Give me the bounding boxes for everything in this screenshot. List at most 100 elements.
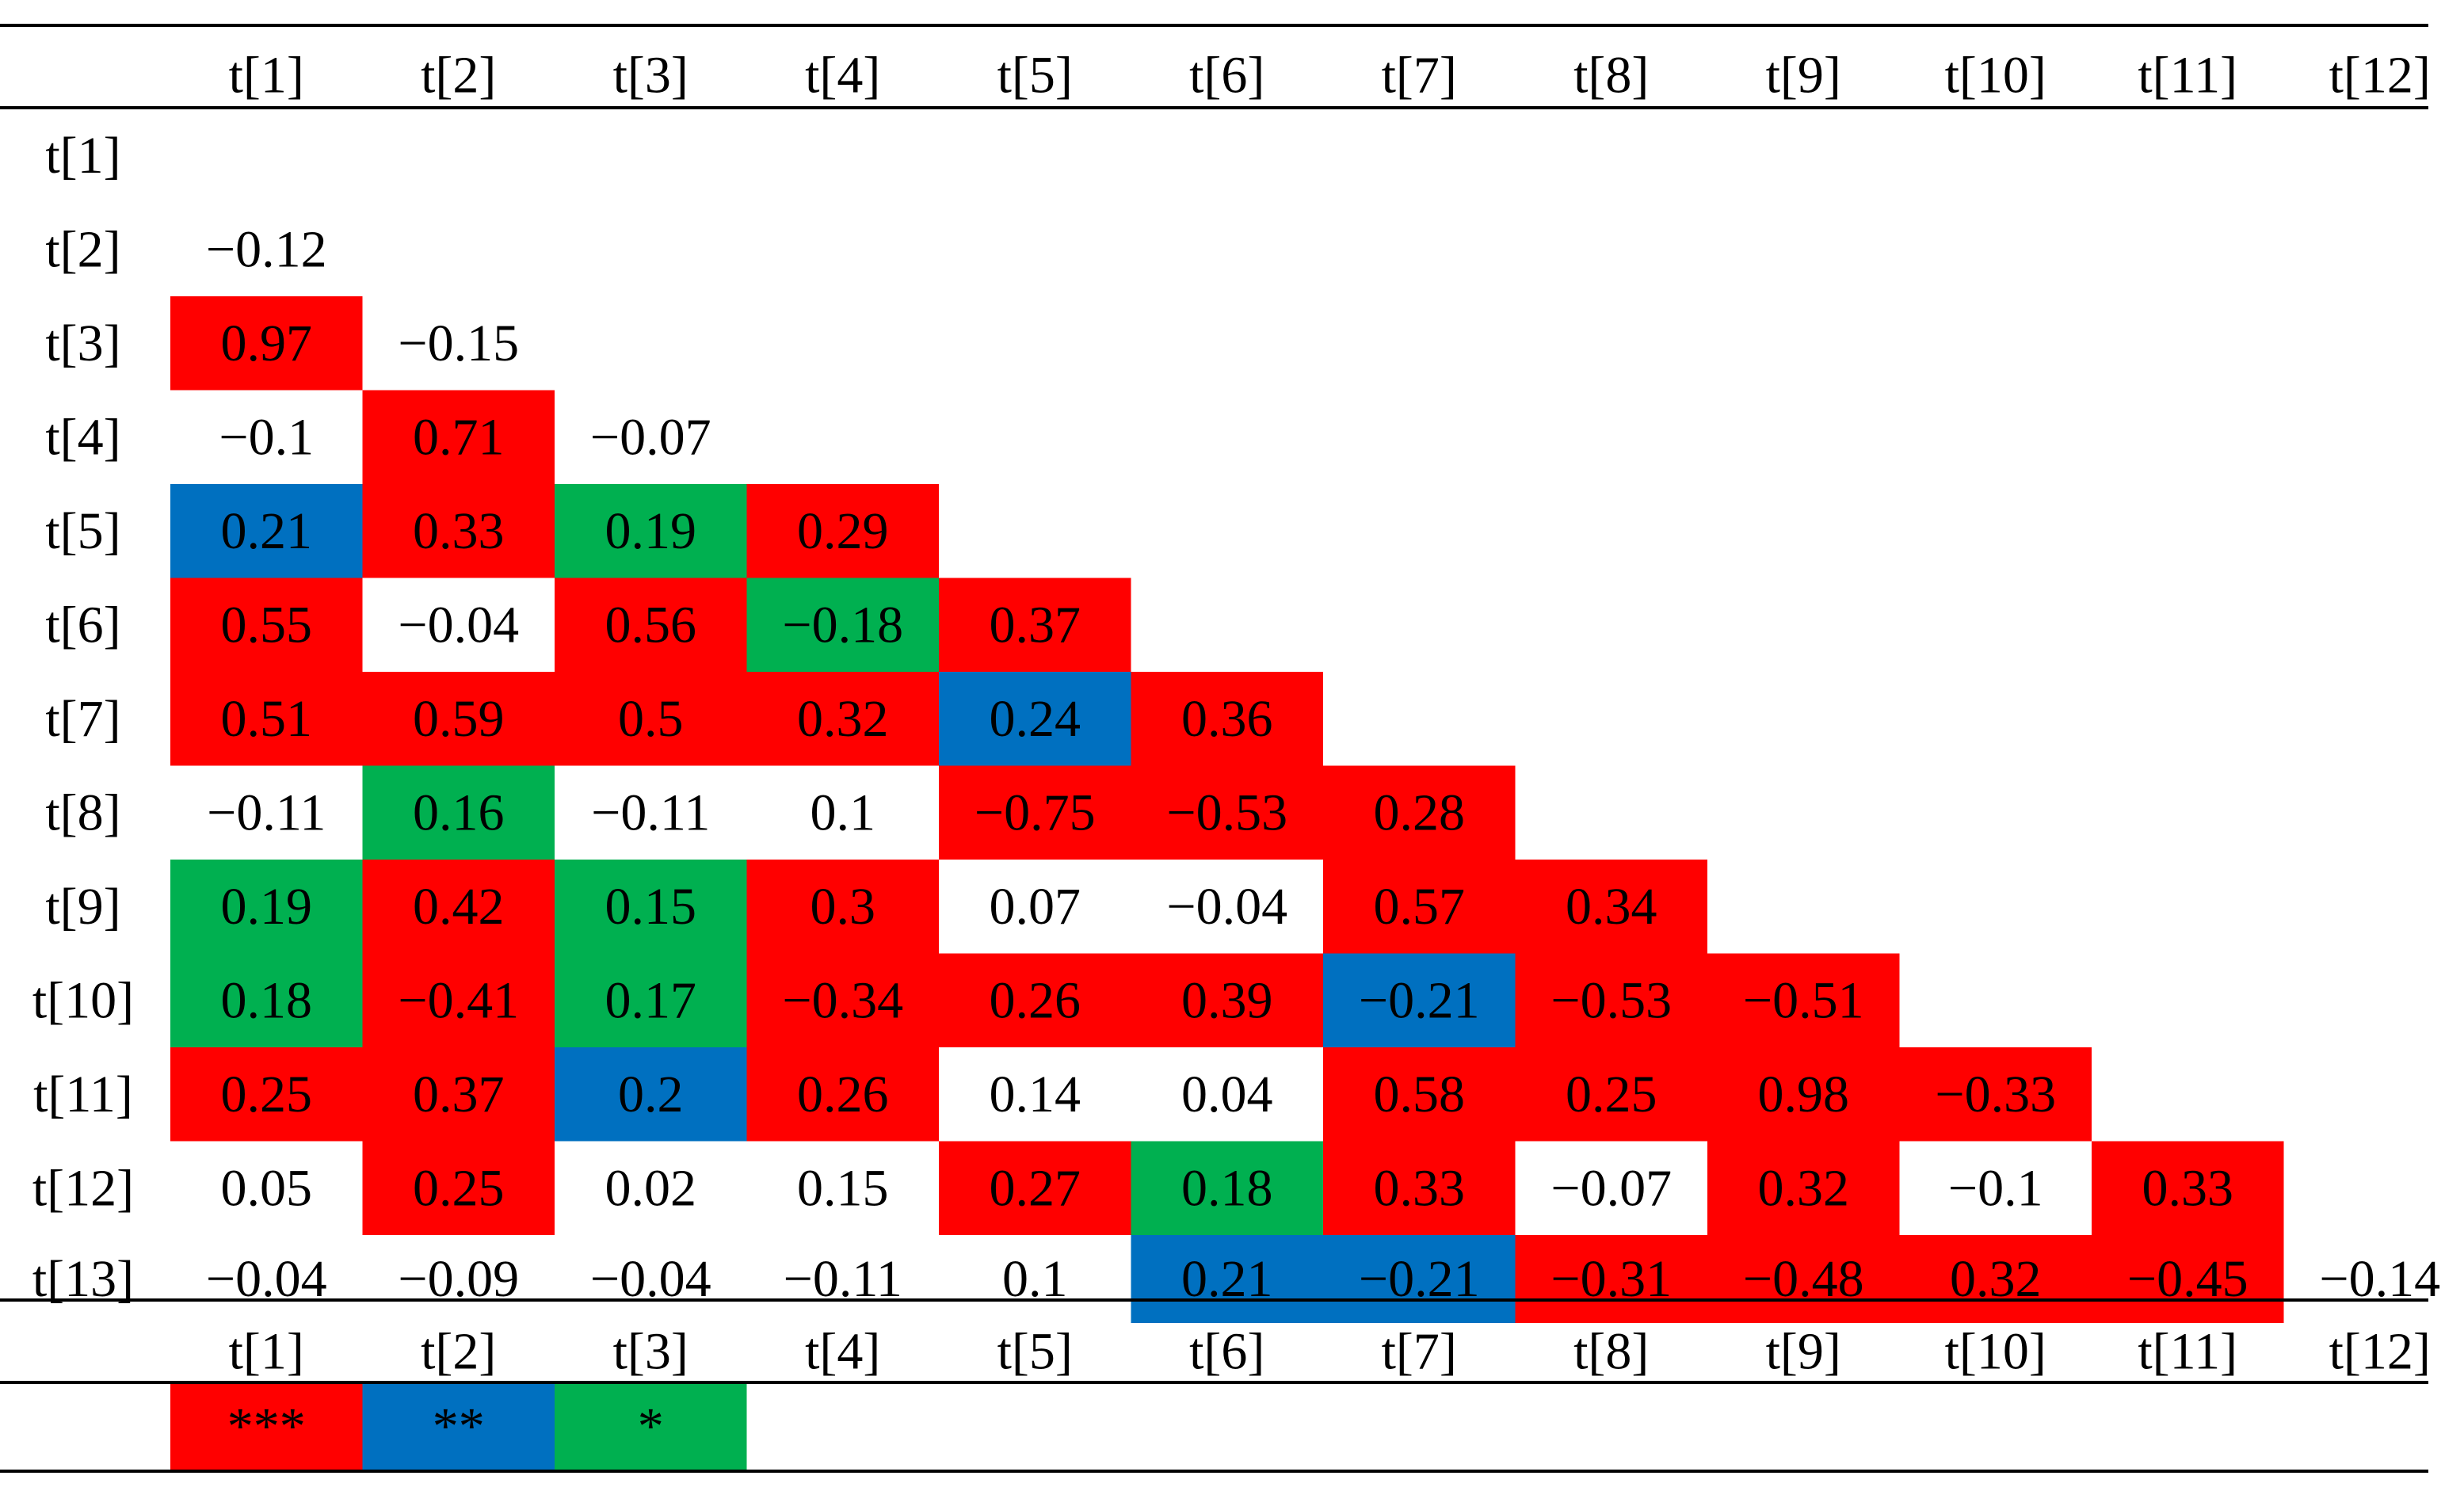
cell-8-5 [939, 765, 1131, 860]
cell-value-3-2: −0.15 [398, 315, 519, 372]
cell-value-10-3: 0.17 [605, 971, 697, 1029]
cell-8-7 [1323, 765, 1516, 860]
cell-10-4 [746, 953, 939, 1047]
row-label-11: t[11] [33, 1066, 133, 1123]
column-header-bottom-4: t[4] [805, 1323, 880, 1381]
cell-value-7-3: 0.5 [618, 690, 684, 748]
column-header-top-7: t[7] [1382, 47, 1457, 105]
column-header-top-3: t[3] [613, 47, 688, 105]
cell-value-12-4: 0.15 [797, 1159, 889, 1217]
cell-value-8-2: 0.16 [413, 784, 505, 841]
row-label-12: t[12] [32, 1159, 134, 1217]
legend-swatch-3 [555, 1383, 747, 1470]
cell-value-9-8: 0.34 [1566, 878, 1657, 936]
cell-value-13-1: −0.04 [206, 1250, 327, 1308]
cell-value-6-3: 0.56 [605, 596, 697, 654]
cell-value-5-4: 0.29 [797, 502, 889, 560]
cell-value-13-7: −0.21 [1359, 1250, 1480, 1308]
cell-10-5 [939, 953, 1131, 1047]
column-header-bottom-3: t[3] [613, 1323, 688, 1381]
column-header-top-11: t[11] [2138, 47, 2237, 105]
row-label-5: t[5] [45, 502, 120, 560]
cell-value-11-1: 0.25 [221, 1066, 313, 1123]
cell-5-2 [362, 484, 555, 578]
cell-10-3 [555, 953, 747, 1047]
column-header-bottom-12: t[12] [2329, 1323, 2431, 1381]
cell-13-10 [1899, 1235, 2092, 1323]
row-label-13: t[13] [32, 1250, 134, 1308]
cell-10-7 [1323, 953, 1516, 1047]
cell-value-13-4: −0.11 [784, 1250, 902, 1308]
cell-value-6-2: −0.04 [398, 596, 519, 654]
cell-11-8 [1515, 1047, 1707, 1142]
cell-7-4 [746, 672, 939, 766]
cell-12-11 [2092, 1141, 2284, 1235]
cell-7-2 [362, 672, 555, 766]
cell-value-13-9: −0.48 [1743, 1250, 1864, 1308]
row-label-4: t[4] [45, 408, 120, 466]
row-label-8: t[8] [45, 784, 120, 841]
column-header-bottom-1: t[1] [229, 1323, 304, 1381]
cell-value-10-1: 0.18 [221, 971, 313, 1029]
cell-value-11-10: −0.33 [1935, 1066, 2056, 1123]
cell-value-12-1: 0.05 [221, 1159, 313, 1217]
cell-value-9-2: 0.42 [413, 878, 505, 936]
cell-value-8-7: 0.28 [1374, 784, 1466, 841]
cell-value-5-3: 0.19 [605, 502, 697, 560]
cell-value-6-1: 0.55 [221, 596, 313, 654]
cell-value-9-3: 0.15 [605, 878, 697, 936]
cell-value-7-4: 0.32 [797, 690, 889, 748]
cell-value-8-4: 0.1 [811, 784, 876, 841]
cell-value-12-8: −0.07 [1550, 1159, 1672, 1217]
column-header-top-4: t[4] [805, 47, 880, 105]
column-header-bottom-11: t[11] [2138, 1323, 2237, 1381]
row-label-7: t[7] [45, 690, 120, 748]
cell-value-13-5: 0.1 [1002, 1250, 1068, 1308]
cell-value-9-4: 0.3 [811, 878, 876, 936]
cells-layer [170, 296, 2284, 1470]
column-header-top-9: t[9] [1766, 47, 1841, 105]
cell-value-10-8: −0.53 [1550, 971, 1672, 1029]
cell-value-10-2: −0.41 [398, 971, 519, 1029]
cell-value-6-4: −0.18 [782, 596, 903, 654]
cell-7-1 [170, 672, 363, 766]
cell-value-10-6: 0.39 [1181, 971, 1273, 1029]
column-header-top-8: t[8] [1573, 47, 1649, 105]
cell-value-7-1: 0.51 [221, 690, 313, 748]
cell-10-9 [1707, 953, 1900, 1047]
cell-11-1 [170, 1047, 363, 1142]
cell-12-9 [1707, 1141, 1900, 1235]
column-header-top-6: t[6] [1189, 47, 1264, 105]
cell-value-12-9: 0.32 [1758, 1159, 1850, 1217]
cell-value-9-6: −0.04 [1166, 878, 1287, 936]
cell-value-13-11: −0.45 [2127, 1250, 2248, 1308]
cell-value-11-8: 0.25 [1566, 1066, 1657, 1123]
cell-5-3 [555, 484, 747, 578]
column-header-bottom-8: t[8] [1573, 1323, 1649, 1381]
cell-value-9-1: 0.19 [221, 878, 313, 936]
legend-swatch-2 [362, 1383, 555, 1470]
cell-7-6 [1131, 672, 1323, 766]
cell-value-7-2: 0.59 [413, 690, 505, 748]
text-layer: t[1] t[1] t[2] t[2] t[3] t[3] t[4] t[4] t[5] t[5]… [32, 47, 2440, 1456]
cell-value-10-4: −0.34 [782, 971, 903, 1029]
legend-label-3: * [638, 1397, 664, 1455]
cell-value-9-7: 0.57 [1374, 878, 1466, 936]
cell-value-7-6: 0.36 [1181, 690, 1273, 748]
row-label-6: t[6] [45, 596, 120, 654]
cell-value-12-2: 0.25 [413, 1159, 505, 1217]
cell-value-4-2: 0.71 [413, 408, 505, 466]
cell-value-13-12: −0.14 [2319, 1250, 2440, 1308]
cell-11-4 [746, 1047, 939, 1142]
cell-value-10-5: 0.26 [990, 971, 1081, 1029]
column-header-bottom-7: t[7] [1382, 1323, 1457, 1381]
cell-value-13-2: −0.09 [398, 1250, 519, 1308]
cell-7-5 [939, 672, 1131, 766]
cell-12-5 [939, 1141, 1131, 1235]
cell-5-4 [746, 484, 939, 578]
cell-value-13-3: −0.04 [590, 1250, 711, 1308]
cell-value-10-7: −0.21 [1359, 971, 1480, 1029]
cell-10-8 [1515, 953, 1707, 1047]
cell-6-4 [746, 578, 939, 672]
cell-value-11-4: 0.26 [797, 1066, 889, 1123]
